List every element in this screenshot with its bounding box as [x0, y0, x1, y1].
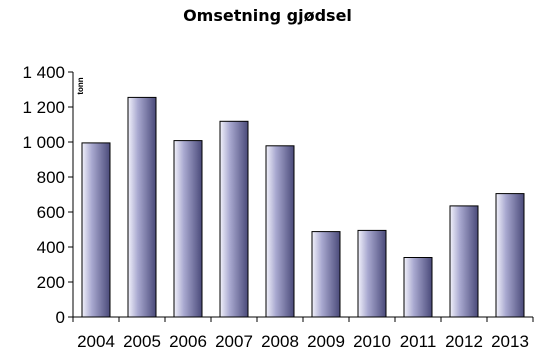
x-tick-label-2009: 2009 [307, 332, 345, 351]
bar-2009 [311, 231, 341, 318]
bar-2012 [449, 205, 479, 318]
axes-layer [68, 71, 534, 322]
x-tick-label-2005: 2005 [123, 332, 161, 351]
x-tick-label-2010: 2010 [353, 332, 391, 351]
x-tick-label-2011: 2011 [400, 332, 437, 351]
x-tick-label-2006: 2006 [169, 332, 207, 351]
y-tick-label: 1 200 [22, 98, 65, 117]
bar-2006 [173, 140, 203, 318]
bar-2011 [403, 257, 433, 318]
bar-2013 [495, 193, 525, 318]
bars-layer [81, 96, 525, 318]
x-tick-label-2013: 2013 [491, 332, 529, 351]
bar-2007 [219, 120, 249, 318]
bar-2008 [265, 145, 295, 318]
labels-layer: 2004 2005 2006 2007 2008 2009 2010 2011 2012 2013… [22, 63, 528, 351]
bar-2004 [81, 142, 111, 318]
chart-title: Omsetning gjødsel [183, 6, 352, 25]
y-tick-label: 0 [56, 308, 65, 327]
x-tick-label-2008: 2008 [261, 332, 299, 351]
y-tick-label: 1 000 [22, 133, 65, 152]
y-tick-label: 1 400 [22, 63, 65, 82]
x-tick-label-2012: 2012 [445, 332, 483, 351]
y-tick-label: 200 [37, 273, 65, 292]
y-tick-label: 800 [37, 168, 65, 187]
bar-2005 [127, 96, 157, 318]
x-tick-label-2004: 2004 [77, 332, 115, 351]
bar-2010 [357, 229, 387, 318]
y-tick-label: 400 [37, 238, 65, 257]
y-tick-label: 600 [37, 203, 65, 222]
y-axis-unit-label: tonn [76, 77, 85, 94]
x-tick-label-2007: 2007 [215, 332, 253, 351]
